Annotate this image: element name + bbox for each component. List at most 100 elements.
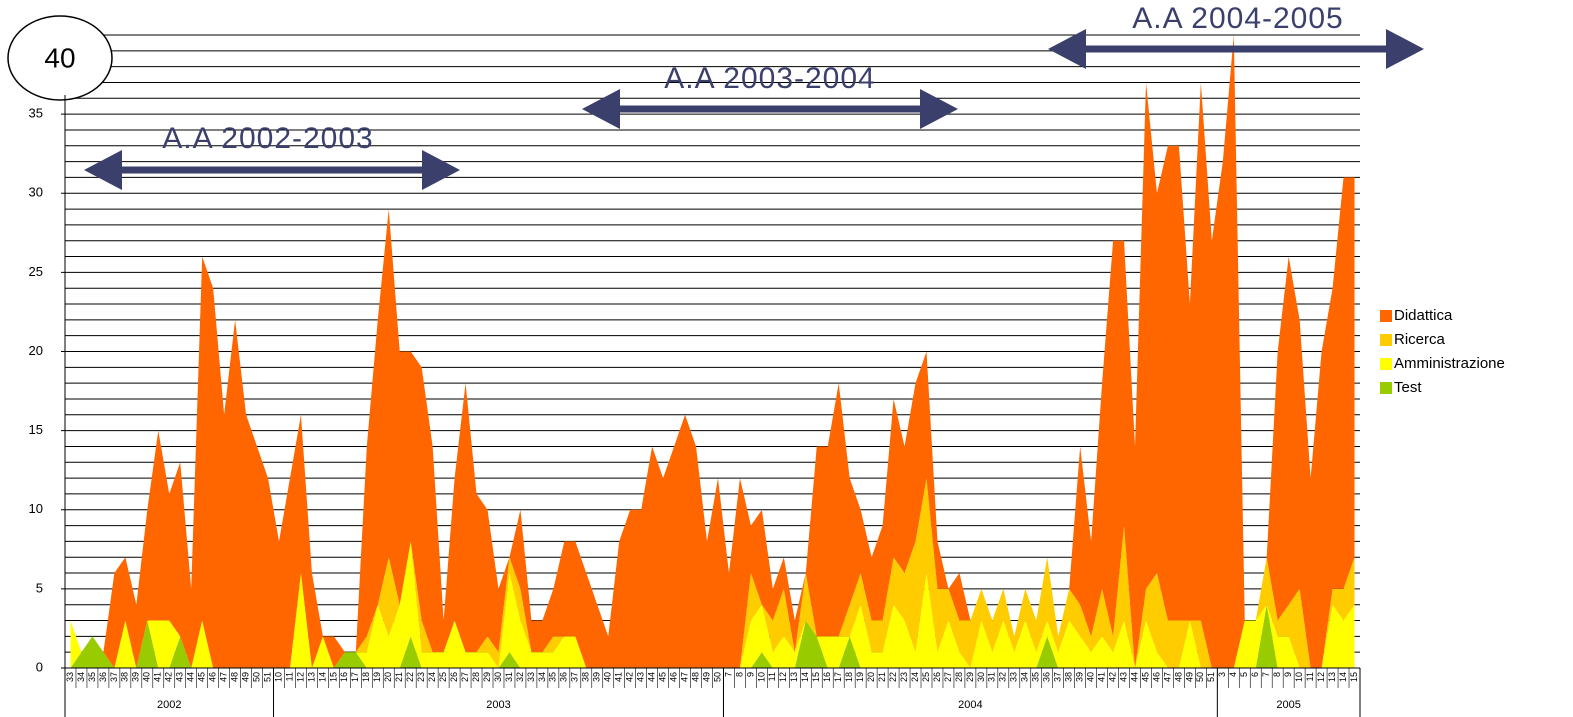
x-tick-label: 30: [493, 672, 503, 682]
x-tick-label: 27: [460, 672, 470, 682]
x-tick-label: 20: [866, 672, 876, 682]
x-tick-label: 12: [1316, 672, 1326, 682]
y-tick-label: 15: [29, 422, 43, 437]
x-tick-label: 33: [1009, 672, 1019, 682]
x-tick-label: 25: [921, 672, 931, 682]
x-tick-label: 42: [1107, 672, 1117, 682]
x-tick-label: 5: [1239, 672, 1249, 677]
legend-swatch: [1380, 382, 1392, 394]
x-tick-label: 30: [976, 672, 986, 682]
x-tick-label: 13: [1327, 672, 1337, 682]
x-tick-label: 38: [581, 672, 591, 682]
legend-label: Ricerca: [1394, 331, 1446, 348]
x-tick-label: 28: [471, 672, 481, 682]
x-tick-label: 42: [625, 672, 635, 682]
annotation: A.A 2003-2004: [664, 62, 876, 95]
x-tick-label: 4: [1228, 672, 1238, 677]
x-tick-label: 49: [240, 672, 250, 682]
x-tick-label: 8: [734, 672, 744, 677]
x-tick-label: 16: [822, 672, 832, 682]
x-tick-label: 32: [515, 672, 525, 682]
x-tick-label: 35: [87, 672, 97, 682]
x-tick-label: 47: [679, 672, 689, 682]
x-tick-label: 48: [1173, 672, 1183, 682]
x-tick-label: 32: [998, 672, 1008, 682]
x-tick-label: 17: [833, 672, 843, 682]
x-tick-label: 41: [153, 672, 163, 682]
arrow-head: [1386, 29, 1424, 69]
x-tick-label: 20: [383, 672, 393, 682]
x-tick-label: 13: [789, 672, 799, 682]
x-tick-label: 22: [405, 672, 415, 682]
x-tick-label: 10: [1294, 672, 1304, 682]
x-tick-label: 41: [1096, 672, 1106, 682]
x-tick-label: 49: [1184, 672, 1194, 682]
x-tick-label: 3: [1217, 672, 1227, 677]
x-tick-label: 15: [328, 672, 338, 682]
y-tick-label: 0: [36, 659, 43, 674]
x-tick-label: 33: [65, 672, 75, 682]
x-tick-label: 21: [877, 672, 887, 682]
x-tick-label: 36: [98, 672, 108, 682]
legend-label: Test: [1394, 379, 1422, 396]
x-tick-label: 10: [273, 672, 283, 682]
y-tick-label: 35: [29, 106, 43, 121]
x-tick-label: 45: [197, 672, 207, 682]
x-tick-label: 35: [1031, 672, 1041, 682]
annotation: A.A 2004-2005: [1132, 2, 1344, 35]
x-tick-label: 35: [548, 672, 558, 682]
x-tick-label: 50: [1195, 672, 1205, 682]
x-tick-label: 47: [219, 672, 229, 682]
x-tick-label: 18: [844, 672, 854, 682]
annotation: A.A 2002-2003: [162, 122, 374, 155]
x-tick-label: 34: [76, 672, 86, 682]
x-tick-label: 41: [614, 672, 624, 682]
x-tick-label: 51: [262, 672, 272, 682]
x-tick-label: 14: [317, 672, 327, 682]
x-tick-label: 48: [229, 672, 239, 682]
x-tick-label: 11: [1305, 672, 1315, 681]
x-tick-label: 23: [899, 672, 909, 682]
annotations: A.A 2002-2003 A.A 2003-2004 A.A 2004-200…: [84, 2, 1424, 190]
x-tick-label: 40: [142, 672, 152, 682]
x-tick-label: 37: [1053, 672, 1063, 682]
x-group-label: 2004: [958, 699, 982, 711]
legend-label: Amministrazione: [1394, 355, 1505, 372]
area: [70, 541, 1355, 668]
x-tick-label: 7: [1261, 672, 1271, 677]
x-tick-label: 24: [910, 672, 920, 682]
x-tick-label: 44: [1129, 672, 1139, 682]
x-tick-label: 29: [482, 672, 492, 682]
x-tick-label: 40: [1085, 672, 1095, 682]
legend-swatch: [1380, 310, 1392, 322]
x-tick-label: 46: [668, 672, 678, 682]
x-tick-label: 33: [526, 672, 536, 682]
x-tick-label: 43: [1118, 672, 1128, 682]
x-tick-label: 23: [416, 672, 426, 682]
x-tick-label: 39: [592, 672, 602, 682]
legend-swatch: [1380, 358, 1392, 370]
x-tick-label: 19: [855, 672, 865, 682]
x-tick-label: 38: [120, 672, 130, 682]
legend-label: Didattica: [1394, 307, 1453, 324]
x-tick-label: 28: [954, 672, 964, 682]
x-tick-label: 36: [1042, 672, 1052, 682]
arrow-head: [582, 89, 620, 129]
x-tick-label: 37: [109, 672, 119, 682]
x-tick-label: 8: [1272, 672, 1282, 677]
x-tick-label: 51: [1206, 672, 1216, 682]
x-tick-label: 14: [800, 672, 810, 682]
arrow-head: [84, 150, 122, 190]
x-tick-label: 46: [208, 672, 218, 682]
x-tick-label: 11: [284, 672, 294, 681]
arrow-head: [422, 150, 460, 190]
x-tick-label: 47: [1162, 672, 1172, 682]
x-tick-label: 50: [251, 672, 261, 682]
area: [70, 478, 1355, 668]
x-tick-label: 27: [943, 672, 953, 682]
legend-swatch: [1380, 334, 1392, 346]
x-tick-label: 45: [1140, 672, 1150, 682]
x-tick-label: 48: [690, 672, 700, 682]
